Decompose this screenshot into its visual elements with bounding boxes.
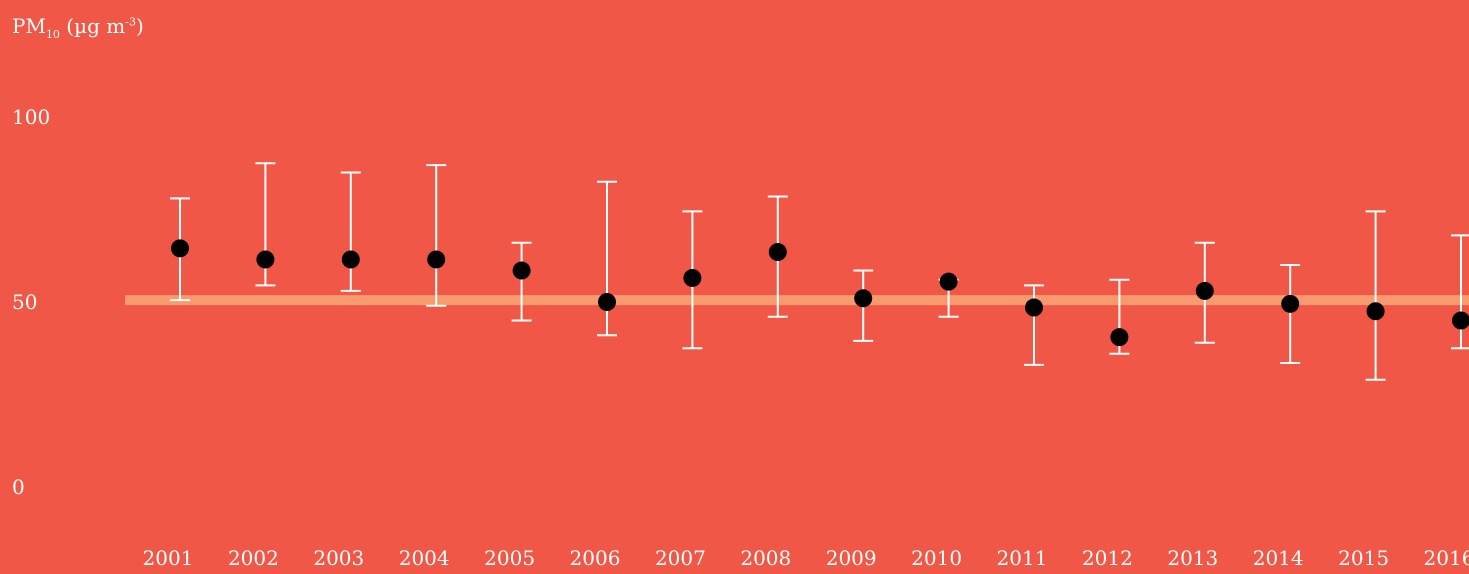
- x-tick-label: 2007: [655, 546, 706, 570]
- x-tick-labels: 2001 2002 2003 2004 2005 2006 2007 2008 2009 2010…: [143, 546, 1469, 570]
- x-tick-label: 2004: [399, 546, 450, 570]
- x-tick-label: 2012: [1082, 546, 1133, 570]
- x-tick-label: 2005: [484, 546, 535, 570]
- data-point: [768, 243, 787, 262]
- data-point: [598, 293, 616, 311]
- error-bar: [1451, 234, 1469, 350]
- x-tick-label: 2014: [1253, 546, 1304, 570]
- error-bar: [1365, 210, 1386, 381]
- x-tick-label: 2015: [1338, 546, 1389, 570]
- y-tick-label: 0: [12, 475, 25, 499]
- data-point: [427, 250, 446, 269]
- error-bar: [597, 180, 617, 337]
- x-tick-label: 2013: [1167, 546, 1218, 570]
- y-axis-label-unit-close: ): [135, 14, 144, 38]
- data-point: [1195, 281, 1214, 300]
- y-tick-label: 50: [12, 290, 37, 314]
- data-point: [854, 289, 873, 308]
- x-tick-label: 2002: [228, 546, 279, 570]
- x-tick-label: 2016: [1424, 546, 1469, 570]
- data-points: [171, 239, 1469, 347]
- data-point: [1110, 328, 1129, 347]
- data-point: [171, 239, 189, 258]
- y-axis-label-superscript: -3: [125, 15, 136, 29]
- data-point: [256, 250, 275, 269]
- y-tick-labels: 0 50 100: [12, 105, 50, 499]
- x-tick-label: 2003: [313, 546, 364, 570]
- y-axis-label: PM10 (µg m-3): [12, 14, 144, 41]
- x-tick-label: 2009: [826, 546, 877, 570]
- data-point: [683, 268, 702, 287]
- error-bar: [426, 164, 447, 307]
- y-tick-label: 100: [12, 105, 50, 129]
- data-point: [1366, 302, 1385, 321]
- data-point: [1281, 294, 1300, 313]
- data-point: [1025, 298, 1043, 317]
- error-bars: [170, 162, 1469, 381]
- data-point: [1452, 311, 1469, 330]
- y-axis-label-unit: (µg m: [59, 14, 126, 38]
- y-axis-label-prefix: PM: [12, 14, 46, 38]
- data-point: [939, 272, 958, 291]
- error-bar: [1280, 264, 1301, 365]
- data-point: [341, 250, 360, 269]
- x-tick-label: 2001: [143, 546, 194, 570]
- data-point: [512, 261, 531, 280]
- error-bar: [340, 171, 361, 292]
- x-tick-label: 2011: [997, 546, 1048, 570]
- y-axis-label-subscript: 10: [45, 28, 60, 41]
- x-tick-label: 2006: [570, 546, 621, 570]
- error-bar: [511, 241, 532, 322]
- x-tick-label: 2010: [911, 546, 962, 570]
- x-tick-label: 2008: [740, 546, 791, 570]
